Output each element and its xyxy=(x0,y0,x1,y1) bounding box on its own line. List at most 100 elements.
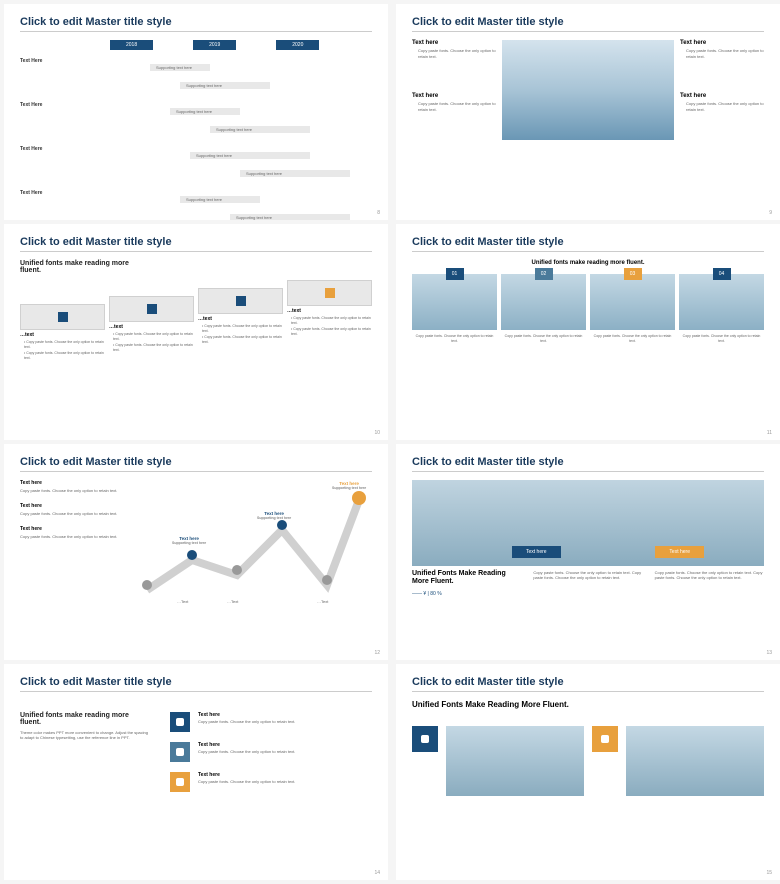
icon-box xyxy=(592,726,618,752)
step-box xyxy=(20,304,105,330)
step-title: …text xyxy=(109,324,194,330)
card-text: Copy paste fonts. Choose the only option… xyxy=(590,334,675,343)
text-column: Copy paste fonts. Choose the only option… xyxy=(655,570,764,597)
card-number: 03 xyxy=(624,268,642,280)
image-placeholder xyxy=(446,726,584,796)
step-title: …text xyxy=(287,308,372,314)
text-block: Text hereCopy paste fonts. Choose the on… xyxy=(20,503,120,516)
card-image: 02 xyxy=(501,274,586,330)
slide-title: Click to edit Master title style xyxy=(412,236,764,252)
step-icon xyxy=(147,304,157,314)
page-number: 13 xyxy=(766,650,772,656)
line-chart: Text hereSupporting text here Text hereS… xyxy=(132,480,372,620)
row-label: Text Here xyxy=(20,56,80,64)
step: …text• Copy paste fonts. Choose the only… xyxy=(20,304,105,360)
chart-dot xyxy=(187,550,197,560)
metric-block: Unified Fonts Make Reading More Fluent. … xyxy=(412,570,521,597)
doc-icon xyxy=(601,735,609,743)
list-icon xyxy=(176,748,184,756)
x-label: …Text xyxy=(227,599,238,604)
timeline-row: Text HereSupporting text hereSupporting … xyxy=(20,100,372,136)
chart-dot xyxy=(322,575,332,585)
subtitle: Unified fonts make reading more fluent. xyxy=(20,260,140,274)
slide-icon-list: Click to edit Master title style Unified… xyxy=(4,664,388,880)
item-title: Text here xyxy=(198,742,372,748)
text-block: Text hereCopy paste fonts. Choose the on… xyxy=(20,526,120,539)
gantt-bar: Supporting text here xyxy=(150,64,210,71)
list-icon xyxy=(176,718,184,726)
step-icon xyxy=(325,288,335,298)
item-title: Text here xyxy=(198,772,372,778)
slide-title: Click to edit Master title style xyxy=(20,16,372,32)
card-number: 02 xyxy=(535,268,553,280)
step: …text • Copy paste fonts. Choose the only… xyxy=(109,304,194,360)
quad-block: Text hereCopy paste fonts. Choose the on… xyxy=(412,93,496,112)
quad-block: Text hereCopy paste fonts. Choose the on… xyxy=(680,93,764,112)
list-icon xyxy=(176,778,184,786)
gantt-bar: Supporting text here xyxy=(180,82,270,89)
chart-label: Text hereSupporting text here xyxy=(172,536,206,545)
text-block: Text hereCopy paste fonts. Choose the on… xyxy=(20,480,120,493)
year-label: 2020 xyxy=(276,40,319,50)
slide-images: Click to edit Master title style Unified… xyxy=(396,664,780,880)
quad-block: Text hereCopy paste fonts. Choose the on… xyxy=(680,40,764,59)
step-box xyxy=(198,288,283,314)
chart-lines xyxy=(132,480,372,620)
card: 02 Copy paste fonts. Choose the only opti… xyxy=(501,274,586,343)
step-box xyxy=(287,280,372,306)
text-column: Copy paste fonts. Choose the only option… xyxy=(533,570,642,597)
card-number: 04 xyxy=(713,268,731,280)
page-number: 11 xyxy=(767,430,772,436)
gantt-bar: Supporting text here xyxy=(170,108,240,115)
chart-dot xyxy=(142,580,152,590)
slide-title: Click to edit Master title style xyxy=(412,456,764,472)
timeline-row: Text Here Supporting text here Supporting … xyxy=(20,56,372,92)
center-image xyxy=(502,40,674,140)
hero-image: Text here Text here xyxy=(412,480,764,566)
step-title: …text xyxy=(20,332,105,338)
icon-box xyxy=(412,726,438,752)
item-body: Copy paste fonts. Choose the only option… xyxy=(198,719,372,724)
image-placeholder xyxy=(626,726,764,796)
x-label: …Text xyxy=(317,599,328,604)
icon-row: Text hereCopy paste fonts. Choose the on… xyxy=(170,742,372,762)
step-body: • Copy paste fonts. Choose the only opti… xyxy=(287,316,372,325)
year-label: 2018 xyxy=(110,40,153,50)
slide-title: Click to edit Master title style xyxy=(20,676,372,692)
row-label: Text Here xyxy=(20,188,80,196)
step-icon xyxy=(236,296,246,306)
icon-box xyxy=(170,772,190,792)
gantt-bar: Supporting text here xyxy=(180,196,260,203)
card-text: Copy paste fonts. Choose the only option… xyxy=(501,334,586,343)
doc-icon xyxy=(421,735,429,743)
icon-box xyxy=(170,742,190,762)
icon-row: Text hereCopy paste fonts. Choose the on… xyxy=(170,712,372,732)
chart-label: Text hereSupporting text here xyxy=(332,481,366,490)
slide-title: Click to edit Master title style xyxy=(412,16,764,32)
page-number: 12 xyxy=(374,650,380,656)
button-accent[interactable]: Text here xyxy=(655,546,704,558)
page-number: 14 xyxy=(374,870,380,876)
slide-cards: Click to edit Master title style Unified… xyxy=(396,224,780,440)
slide-title: Click to edit Master title style xyxy=(412,676,764,692)
step-icon xyxy=(58,312,68,322)
card-image: 01 xyxy=(412,274,497,330)
gantt-bar: Supporting text here xyxy=(240,170,350,177)
gantt-bar: Supporting text here xyxy=(190,152,310,159)
row-label: Text Here xyxy=(20,144,80,152)
slide-title: Click to edit Master title style xyxy=(20,456,372,472)
button-primary[interactable]: Text here xyxy=(512,546,561,558)
step-box xyxy=(109,296,194,322)
gantt-bar: Supporting text here xyxy=(210,126,310,133)
chart-label: Text hereSupporting text here xyxy=(257,511,291,520)
timeline-row: Text Here Supporting text here Supporting … xyxy=(20,144,372,180)
slide-quad: Click to edit Master title style Text he… xyxy=(396,4,780,220)
subtitle: Unified Fonts Make Reading More Fluent. xyxy=(412,700,764,710)
card: 04Copy paste fonts. Choose the only opti… xyxy=(679,274,764,343)
x-label: …Text xyxy=(177,599,188,604)
page-number: 10 xyxy=(374,430,380,436)
step-body: • Copy paste fonts. Choose the only opti… xyxy=(109,332,194,341)
card-number: 01 xyxy=(446,268,464,280)
item-title: Text here xyxy=(198,712,372,718)
step-title: …text xyxy=(198,316,283,322)
